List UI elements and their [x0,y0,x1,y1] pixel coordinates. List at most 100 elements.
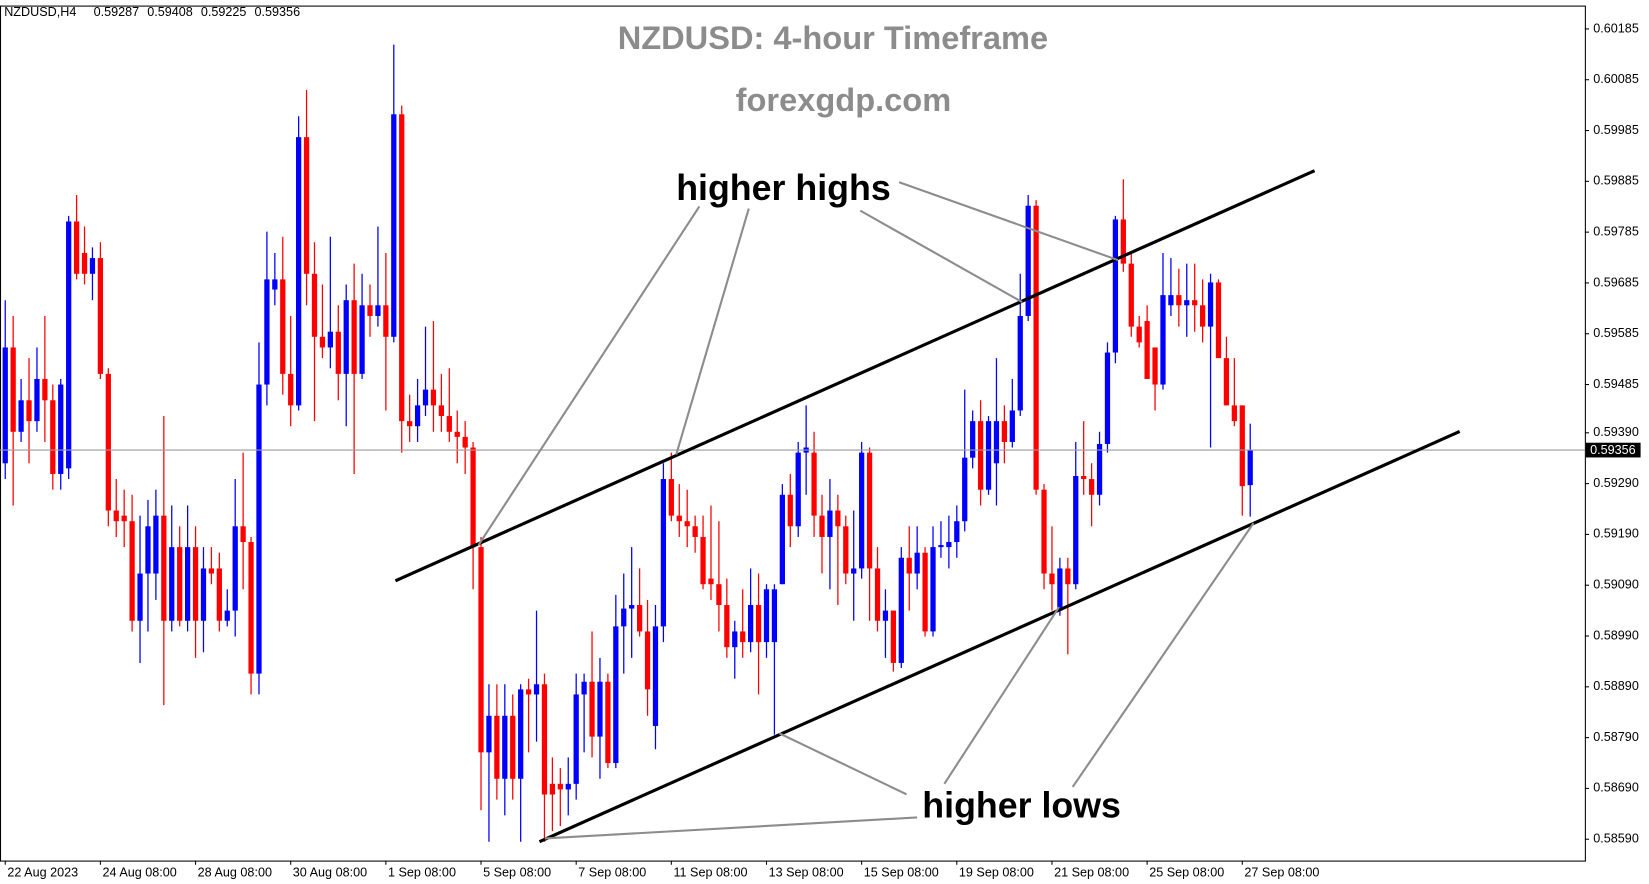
candle-body [121,515,127,522]
candle-body [732,631,738,648]
candle-body [763,589,770,643]
candle-body [272,279,278,290]
candle-body [1088,479,1095,495]
candle-body [684,521,690,527]
candle-body [565,783,571,790]
candle-body [34,378,40,422]
candle-body [502,715,508,779]
candle-body [454,431,460,437]
candle-body [161,515,167,621]
candle-body [105,373,111,511]
candle-body [668,479,674,516]
candle-body [42,378,48,401]
candle-body [240,526,246,543]
candle-body [644,631,651,690]
candle-body [970,421,976,458]
candle-body [708,578,714,585]
y-tick-label: 0.58690 [1593,781,1639,795]
candle-body [1168,295,1174,306]
candle-body [954,521,960,543]
candle-body [882,610,889,621]
candle-body [1231,405,1237,422]
candle-body [153,515,159,574]
candle-body [890,610,896,663]
candle-body [367,305,373,316]
candle-body [898,557,904,663]
candle-body [724,605,730,648]
candle-body [573,694,579,784]
candle-body [613,626,619,764]
candle-body [232,526,238,611]
candle-body [303,137,310,274]
candle-body [1160,295,1166,385]
candle-body [264,279,270,385]
candle-body [779,494,785,585]
candle-body [597,681,603,737]
candle-body [248,542,254,674]
candle-body [740,631,746,643]
x-tick-label: 24 Aug 08:00 [102,866,176,880]
candle-body [422,389,429,406]
candle-body [636,605,643,632]
candle-body [533,684,540,695]
x-tick-label: 19 Sep 08:00 [959,866,1034,880]
pointer-line [778,732,907,796]
candle-body [1144,321,1150,379]
candle-body [1176,295,1182,306]
candle-body [557,783,563,790]
candle-body [938,545,944,548]
candle-body [866,452,873,569]
candle-body [755,605,762,643]
y-tick-label: 0.58590 [1593,832,1639,846]
candle-body [50,400,56,474]
pointer-line [477,205,701,546]
candle-body [819,515,825,537]
candle-body [946,542,952,548]
x-tick-label: 27 Sep 08:00 [1244,866,1319,880]
candle-body [470,447,476,548]
candle-body [1128,263,1134,327]
candle-body [1033,205,1039,490]
candle-body [716,584,722,606]
candle-body [81,252,88,274]
candle-body [26,400,32,422]
y-tick-label: 0.59090 [1593,578,1639,592]
candle-body [58,384,64,474]
y-tick-label: 0.60085 [1593,72,1639,86]
marks [0,44,1585,842]
candle-body [177,547,183,621]
candle-body [73,221,80,274]
candle-body [1041,489,1047,574]
candle-body [589,681,595,737]
candle-body [510,715,516,779]
candle-body [518,689,524,779]
header-open: 0.59287 [94,5,140,19]
candle-body [10,347,16,432]
candle-body [549,783,556,795]
candle-body [486,715,492,753]
candle-body [843,526,849,574]
candle-body [660,479,667,627]
candle-body [1215,282,1222,359]
pointer-line [943,606,1060,785]
upper-channel-line [394,169,1316,583]
candle-body [319,336,326,348]
candle-body [288,373,294,406]
x-tick-label: 21 Sep 08:00 [1054,866,1129,880]
candle-body [343,300,349,374]
candle-body [811,452,817,516]
candle-body [97,258,104,374]
candle-body [335,331,341,374]
candle-body [541,684,548,795]
candle-body [525,689,532,695]
candle-body [1200,305,1206,327]
candle-body [216,568,222,621]
candle-body [359,305,365,374]
candle-body [399,114,405,422]
candle-body [375,305,381,316]
candle-body [430,389,437,406]
candle-body [113,510,119,522]
candle-body [478,547,484,753]
candle-body [1009,410,1015,442]
